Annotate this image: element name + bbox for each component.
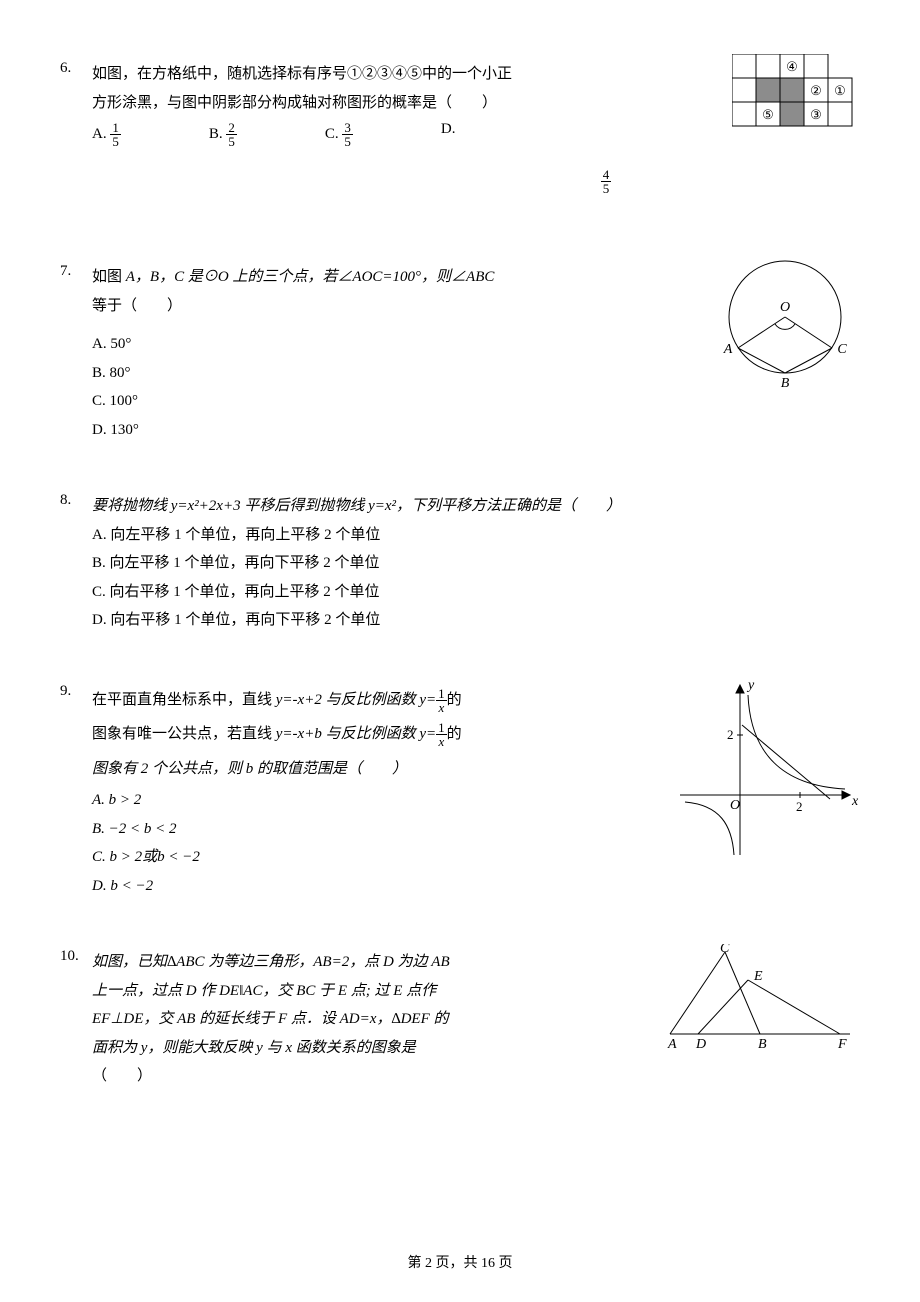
q6-option-d: D.: [441, 121, 456, 148]
svg-text:D: D: [695, 1037, 706, 1052]
question-body: y x O 2 2 在平面直角坐标系中，直线 y=-x+2 与反比例函数 y=1…: [92, 683, 860, 901]
q8-option-a: A. 向左平移 1 个单位，再向上平移 2 个单位: [92, 521, 860, 550]
svg-text:③: ③: [810, 107, 822, 122]
q6-extra-fraction: 45: [92, 168, 860, 195]
q10-line4: 面积为 y，则能大致反映 y 与 x 函数关系的图象是: [92, 1040, 416, 1056]
q9-line3: 图象有 2 个公共点，则 b 的取值范围是（ ）: [92, 761, 407, 777]
q9-line2a: 图象有唯一公共点，若直线: [92, 726, 276, 742]
svg-text:O: O: [730, 798, 740, 813]
question-number: 6.: [60, 60, 92, 77]
svg-text:②: ②: [810, 83, 822, 98]
q9-line2b: y=-x+b 与反比例函数 y=: [276, 726, 436, 742]
question-6: 6.: [60, 60, 860, 215]
question-9: 9.: [60, 683, 860, 901]
page-footer: 第 2 页，共 16 页: [0, 1252, 920, 1272]
q9-line1c: 的: [447, 692, 462, 708]
question-10: 10.: [60, 948, 860, 1091]
svg-text:C: C: [720, 944, 730, 956]
question-body: A D B F C E 如图，已知∆ABC 为等边三角形，AB=2，点 D 为边…: [92, 948, 860, 1091]
q7-stem-line2: 等于（ ）: [92, 298, 182, 314]
svg-text:④: ④: [786, 59, 798, 74]
svg-text:2: 2: [727, 727, 734, 742]
q10-line5: （ ）: [92, 1068, 152, 1084]
q8-option-b: B. 向左平移 1 个单位，再向下平移 2 个单位: [92, 549, 860, 578]
svg-text:B: B: [781, 376, 790, 390]
svg-text:O: O: [780, 300, 790, 315]
q9-line1b: y=-x+2 与反比例函数 y=: [276, 692, 436, 708]
q7-diagram: O A C B: [710, 255, 860, 390]
q7-option-c: C. 100°: [92, 387, 860, 416]
q8-options: A. 向左平移 1 个单位，再向上平移 2 个单位 B. 向左平移 1 个单位，…: [92, 521, 860, 635]
q10-diagram: A D B F C E: [660, 944, 860, 1054]
question-body: ④ ② ① ⑤ ③ 如图，在方格纸中，随机选择标有序号①②③④⑤中的一个小正 方…: [92, 60, 860, 215]
q6-option-a: A. 15: [92, 121, 121, 148]
svg-text:B: B: [758, 1037, 767, 1052]
svg-text:A: A: [667, 1037, 677, 1052]
q8-stem: 要将抛物线 y=x²+2x+3 平移后得到抛物线 y=x²，下列平移方法正确的是…: [92, 492, 860, 521]
q10-line3: EF⊥DE，交 AB 的延长线于 F 点．设 AD=x，∆DEF 的: [92, 1011, 449, 1027]
q10-line1: 如图，已知∆ABC 为等边三角形，AB=2，点 D 为边 AB: [92, 954, 450, 970]
svg-text:2: 2: [796, 799, 803, 814]
q7-option-d: D. 130°: [92, 416, 860, 445]
q6-diagram: ④ ② ① ⑤ ③: [732, 54, 860, 134]
question-8: 8. 要将抛物线 y=x²+2x+3 平移后得到抛物线 y=x²，下列平移方法正…: [60, 492, 860, 635]
q6-option-b: B. 25: [209, 121, 237, 148]
q6-stem-line2: 方形涂黑，与图中阴影部分构成轴对称图形的概率是（ ）: [92, 95, 497, 111]
q7-stem-math: A，B，C 是⊙O 上的三个点，若∠AOC=100°，则∠ABC: [126, 269, 495, 285]
question-7: 7. O A: [60, 263, 860, 444]
question-body: O A C B 如图 A，B，C 是⊙O 上的三个点，若∠AOC=100°，则∠…: [92, 263, 860, 444]
question-body: 要将抛物线 y=x²+2x+3 平移后得到抛物线 y=x²，下列平移方法正确的是…: [92, 492, 860, 635]
question-number: 10.: [60, 948, 92, 965]
question-number: 8.: [60, 492, 92, 509]
q9-line2c: 的: [447, 726, 462, 742]
q10-line2: 上一点，过点 D 作 DE‖AC，交 BC 于 E 点; 过 E 点作: [92, 983, 436, 999]
svg-text:E: E: [753, 969, 763, 984]
question-number: 9.: [60, 683, 92, 700]
q7-stem-line1a: 如图: [92, 269, 126, 285]
q6-stem-line1: 如图，在方格纸中，随机选择标有序号①②③④⑤中的一个小正: [92, 66, 512, 82]
svg-text:①: ①: [834, 83, 846, 98]
svg-text:A: A: [723, 342, 733, 357]
q6-option-c: C. 35: [325, 121, 353, 148]
svg-text:x: x: [851, 794, 859, 809]
svg-text:y: y: [746, 678, 755, 693]
svg-text:C: C: [837, 342, 847, 357]
question-number: 7.: [60, 263, 92, 280]
svg-text:⑤: ⑤: [762, 107, 774, 122]
q8-option-c: C. 向右平移 1 个单位，再向上平移 2 个单位: [92, 578, 860, 607]
svg-text:F: F: [837, 1037, 847, 1052]
q9-line1a: 在平面直角坐标系中，直线: [92, 692, 276, 708]
q8-option-d: D. 向右平移 1 个单位，再向下平移 2 个单位: [92, 606, 860, 635]
q9-option-d: D. b < −2: [92, 872, 860, 901]
q9-diagram: y x O 2 2: [670, 675, 860, 865]
